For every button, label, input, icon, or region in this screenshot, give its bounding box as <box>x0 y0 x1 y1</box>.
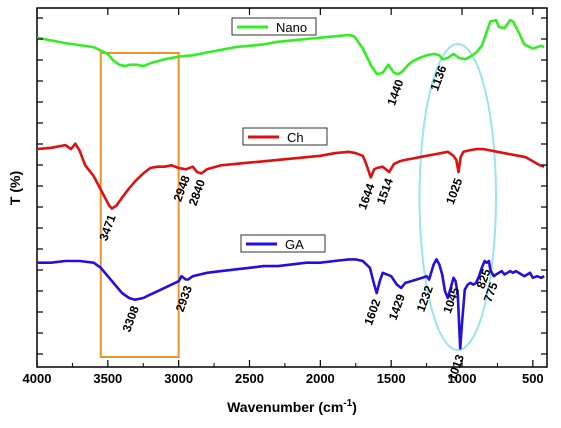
peak-label: 825 <box>474 267 494 291</box>
x-axis-title-end: ) <box>352 399 357 415</box>
x-tick-label: 2000 <box>306 371 335 386</box>
x-axis-title: Wavenumber (cm-1) <box>227 398 357 415</box>
plot-frame <box>36 7 548 368</box>
legend-box-ch <box>242 127 328 146</box>
peak-label: 1429 <box>386 292 408 322</box>
x-tick-label: 3000 <box>164 371 193 386</box>
x-tick-label: 1500 <box>377 371 406 386</box>
x-tick-label: 500 <box>522 371 544 386</box>
x-axis-title-superscript: -1 <box>343 398 352 409</box>
series-line-ch <box>36 142 545 210</box>
peak-label: 1644 <box>355 181 377 211</box>
legend-label-ga: GA <box>285 237 304 252</box>
highlight-rectangle <box>99 52 180 358</box>
peak-label: 3308 <box>120 304 142 334</box>
x-tick-label: 1000 <box>448 371 477 386</box>
highlight-layer <box>99 43 497 358</box>
series-layer <box>36 18 545 350</box>
series-line-nano <box>36 18 545 76</box>
peak-label: 1602 <box>361 297 383 327</box>
series-line-ga <box>37 258 545 350</box>
legend-layer: Nano Ch GA <box>231 17 328 253</box>
legend-box-nano <box>231 17 317 36</box>
peak-label: 775 <box>481 280 501 304</box>
peak-label: 2933 <box>173 283 195 313</box>
peak-label: 1440 <box>384 77 406 107</box>
peak-label: 1136 <box>427 63 449 93</box>
legend-label-nano: Nano <box>276 20 307 35</box>
x-tick-label: 4000 <box>23 371 52 386</box>
legend-label-ch: Ch <box>287 130 304 145</box>
peak-label: 1025 <box>443 176 465 206</box>
legend-box-ga <box>240 234 326 253</box>
x-axis-ticks: 4000 3500 3000 2500 2000 1500 1000 500 <box>23 8 544 386</box>
x-tick-label: 3500 <box>93 371 122 386</box>
x-tick-label: 2500 <box>235 371 264 386</box>
y-axis-ticks <box>37 17 547 355</box>
y-axis-title: T (%) <box>7 171 23 205</box>
highlight-ellipse <box>418 43 497 351</box>
peak-label: 1514 <box>374 176 396 206</box>
